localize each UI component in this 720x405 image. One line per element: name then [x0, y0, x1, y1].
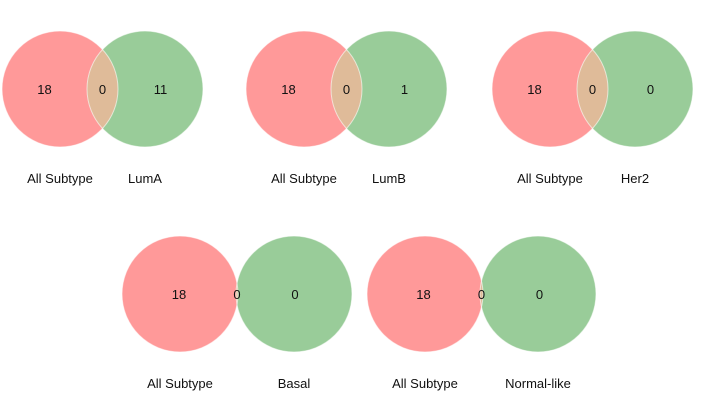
right-set-outline: [330, 30, 448, 148]
left-set-outline: [366, 235, 484, 353]
intersection-count: 0: [589, 82, 596, 97]
right-set-circle: [480, 236, 596, 352]
right-set-label: LumA: [128, 171, 162, 186]
right-set-outline: [479, 235, 597, 353]
right-only-count: 0: [291, 287, 298, 302]
venn-diagram-1: 18 0 11 All Subtype LumA: [1, 30, 204, 186]
right-set-circle: [331, 31, 447, 147]
left-set-label: All Subtype: [517, 171, 583, 186]
venn-diagram-5: 18 0 0 All Subtype Normal-like: [366, 235, 597, 391]
left-set-circle: [122, 236, 238, 352]
left-set-outline: [1, 30, 119, 148]
right-set-outline: [86, 30, 204, 148]
left-only-count: 18: [416, 287, 430, 302]
intersection-count: 0: [99, 82, 106, 97]
left-set-circle: [492, 31, 608, 147]
intersection-count: 0: [233, 287, 240, 302]
right-set-label: Normal-like: [505, 376, 571, 391]
intersection-count: 0: [343, 82, 350, 97]
right-only-count: 1: [401, 82, 408, 97]
left-set-circle: [367, 236, 483, 352]
venn-diagram-3: 18 0 0 All Subtype Her2: [491, 30, 694, 186]
left-set-outline: [491, 30, 609, 148]
left-only-count: 18: [37, 82, 51, 97]
right-set-circle: [236, 236, 352, 352]
left-set-outline: [121, 235, 239, 353]
venn-diagram-2: 18 0 1 All Subtype LumB: [245, 30, 448, 186]
right-set-label: Her2: [621, 171, 649, 186]
right-only-count: 11: [154, 82, 168, 97]
intersection-count: 0: [478, 287, 485, 302]
left-only-count: 18: [527, 82, 541, 97]
right-set-outline: [235, 235, 353, 353]
left-set-circle: [2, 31, 118, 147]
right-only-count: 0: [536, 287, 543, 302]
left-set-circle: [246, 31, 362, 147]
left-set-label: All Subtype: [27, 171, 93, 186]
right-set-circle: [87, 31, 203, 147]
right-only-count: 0: [647, 82, 654, 97]
venn-diagram-4: 18 0 0 All Subtype Basal: [121, 235, 353, 391]
left-set-label: All Subtype: [147, 376, 213, 391]
right-set-circle: [577, 31, 693, 147]
left-only-count: 18: [281, 82, 295, 97]
right-set-outline: [576, 30, 694, 148]
right-set-label: LumB: [372, 171, 406, 186]
left-set-outline: [245, 30, 363, 148]
left-only-count: 18: [172, 287, 186, 302]
left-set-label: All Subtype: [392, 376, 458, 391]
left-set-label: All Subtype: [271, 171, 337, 186]
right-set-label: Basal: [278, 376, 311, 391]
